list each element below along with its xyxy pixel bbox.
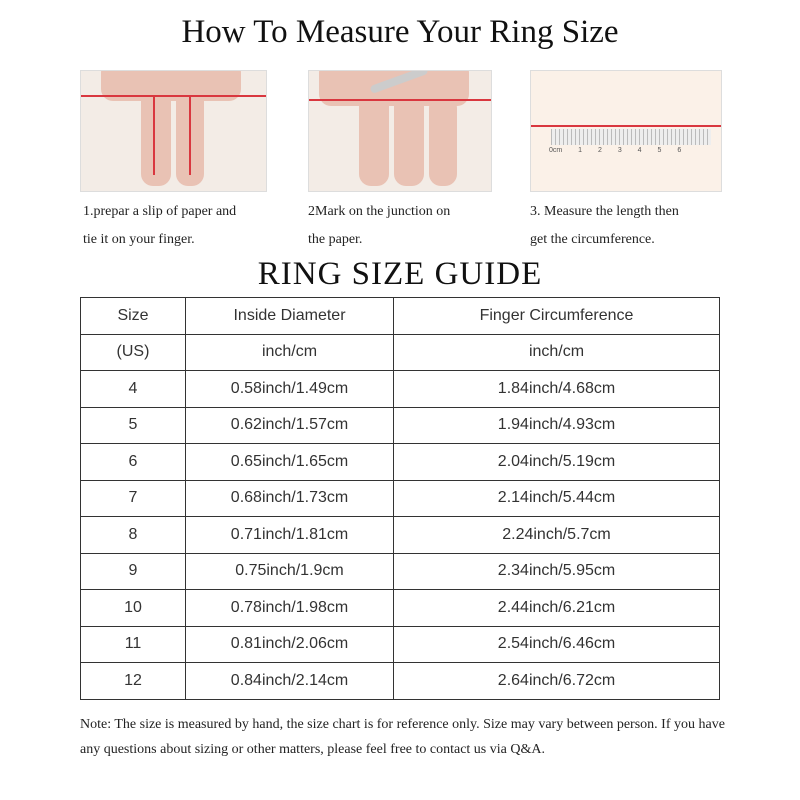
header-finger-circumference: Finger Circumference bbox=[393, 297, 720, 335]
table-row: 4 0.58inch/1.49cm 1.84inch/4.68cm bbox=[80, 370, 720, 408]
circumference-cell: 2.04inch/5.19cm bbox=[393, 443, 720, 481]
table-row: 8 0.71inch/1.81cm 2.24inch/5.7cm bbox=[80, 516, 720, 554]
size-cell: 9 bbox=[80, 552, 186, 590]
size-cell: 6 bbox=[80, 443, 186, 481]
ring-size-table: Size Inside Diameter Finger Circumferenc… bbox=[80, 297, 720, 700]
step-1-photo bbox=[80, 70, 267, 192]
size-cell: 12 bbox=[80, 662, 186, 700]
header-size: Size bbox=[80, 297, 186, 335]
circumference-cell: 2.64inch/6.72cm bbox=[393, 662, 720, 700]
diameter-cell: 0.75inch/1.9cm bbox=[185, 552, 394, 590]
circumference-cell: 1.94inch/4.93cm bbox=[393, 406, 720, 444]
step-3-line-1: 3. Measure the length then bbox=[530, 204, 679, 219]
size-cell: 11 bbox=[80, 625, 186, 663]
table-row: 9 0.75inch/1.9cm 2.34inch/5.95cm bbox=[80, 552, 720, 590]
step-2-line-2: the paper. bbox=[308, 232, 363, 247]
circumference-cell: 2.34inch/5.95cm bbox=[393, 552, 720, 590]
table-row: 6 0.65inch/1.65cm 2.04inch/5.19cm bbox=[80, 443, 720, 481]
diameter-cell: 0.71inch/1.81cm bbox=[185, 516, 394, 554]
size-cell: 7 bbox=[80, 479, 186, 517]
ruler-labels: 0cm 1 2 3 4 5 6 bbox=[549, 147, 682, 154]
table-row: 12 0.84inch/2.14cm 2.64inch/6.72cm bbox=[80, 662, 720, 700]
circumference-cell: 2.24inch/5.7cm bbox=[393, 516, 720, 554]
units-size: (US) bbox=[80, 333, 186, 371]
header-inside-diameter: Inside Diameter bbox=[185, 297, 394, 335]
diameter-cell: 0.58inch/1.49cm bbox=[185, 370, 394, 408]
diameter-cell: 0.62inch/1.57cm bbox=[185, 406, 394, 444]
table-row: 5 0.62inch/1.57cm 1.94inch/4.93cm bbox=[80, 406, 720, 444]
table-row: 7 0.68inch/1.73cm 2.14inch/5.44cm bbox=[80, 479, 720, 517]
circumference-cell: 2.14inch/5.44cm bbox=[393, 479, 720, 517]
step-2-text: 2Mark on the junction on the paper. bbox=[308, 198, 450, 254]
table-row: 10 0.78inch/1.98cm 2.44inch/6.21cm bbox=[80, 589, 720, 627]
diameter-cell: 0.65inch/1.65cm bbox=[185, 443, 394, 481]
size-cell: 10 bbox=[80, 589, 186, 627]
units-circumference: inch/cm bbox=[393, 333, 720, 371]
circumference-cell: 2.54inch/6.46cm bbox=[393, 625, 720, 663]
size-cell: 4 bbox=[80, 370, 186, 408]
circumference-cell: 2.44inch/6.21cm bbox=[393, 589, 720, 627]
step-2-line-1: 2Mark on the junction on bbox=[308, 204, 451, 219]
circumference-cell: 1.84inch/4.68cm bbox=[393, 370, 720, 408]
table-header-row: Size Inside Diameter Finger Circumferenc… bbox=[80, 297, 720, 335]
size-cell: 8 bbox=[80, 516, 186, 554]
units-diameter: inch/cm bbox=[185, 333, 394, 371]
step-2-photo bbox=[308, 70, 492, 192]
page-title: How To Measure Your Ring Size bbox=[181, 14, 619, 50]
diameter-cell: 0.68inch/1.73cm bbox=[185, 479, 394, 517]
step-1-text: 1.prepar a slip of paper and tie it on y… bbox=[83, 198, 236, 254]
diameter-cell: 0.78inch/1.98cm bbox=[185, 589, 394, 627]
step-3-text: 3. Measure the length then get the circu… bbox=[530, 198, 679, 254]
step-3-line-2: get the circumference. bbox=[530, 232, 655, 247]
diameter-cell: 0.84inch/2.14cm bbox=[185, 662, 394, 700]
note-text: Note: The size is measured by hand, the … bbox=[80, 717, 725, 757]
step-1-line-2: tie it on your finger. bbox=[83, 232, 195, 247]
table-units-row: (US) inch/cm inch/cm bbox=[80, 333, 720, 371]
size-cell: 5 bbox=[80, 406, 186, 444]
diameter-cell: 0.81inch/2.06cm bbox=[185, 625, 394, 663]
guide-title: RING SIZE GUIDE bbox=[257, 256, 543, 292]
step-1-line-1: 1.prepar a slip of paper and bbox=[83, 204, 237, 219]
step-3-photo: 0cm 1 2 3 4 5 6 bbox=[530, 70, 722, 192]
table-row: 11 0.81inch/2.06cm 2.54inch/6.46cm bbox=[80, 625, 720, 663]
